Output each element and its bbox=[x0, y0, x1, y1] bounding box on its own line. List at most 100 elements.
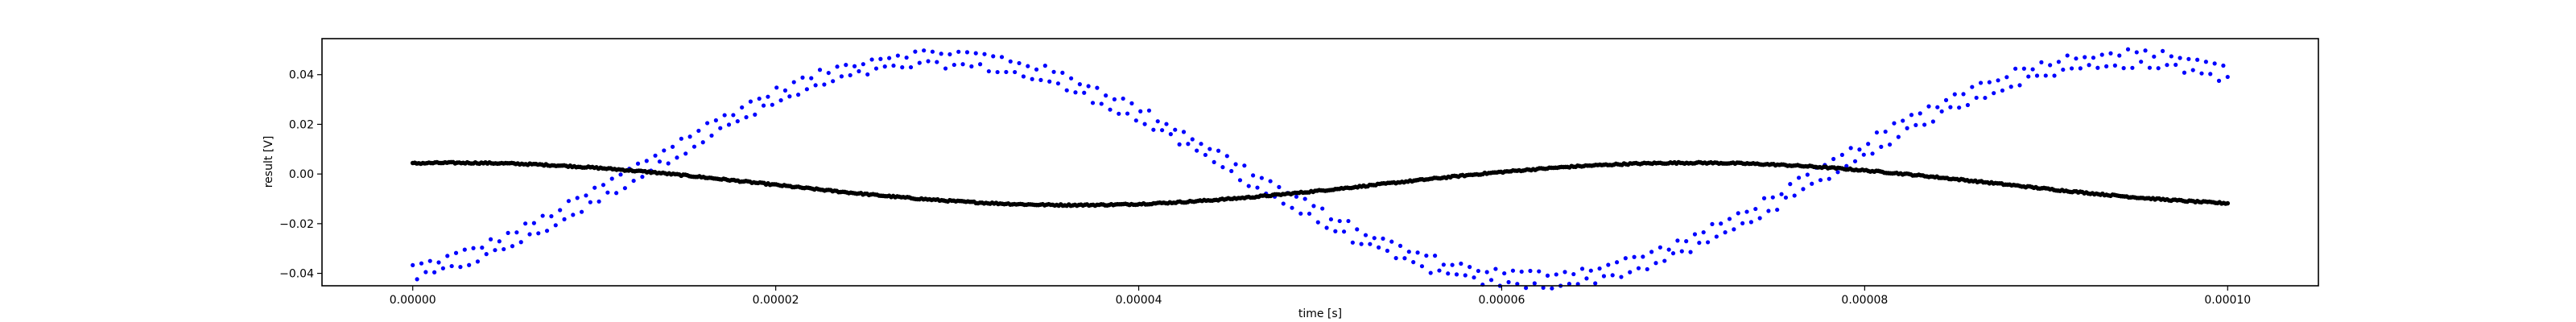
data-point bbox=[1766, 208, 1771, 213]
data-point bbox=[1666, 247, 1671, 252]
data-point bbox=[740, 105, 745, 110]
data-point bbox=[1242, 163, 1247, 168]
data-point bbox=[1740, 221, 1745, 225]
data-point bbox=[1441, 262, 1446, 267]
data-point bbox=[1701, 229, 1706, 235]
data-point bbox=[618, 172, 623, 177]
data-point bbox=[631, 178, 636, 184]
data-point bbox=[1839, 152, 1844, 157]
data-point bbox=[1017, 60, 1022, 66]
data-point bbox=[861, 62, 865, 67]
data-point bbox=[1827, 176, 1831, 181]
data-point bbox=[1129, 101, 1134, 105]
data-point bbox=[2017, 83, 2022, 88]
y-tick-label: 0.02 bbox=[289, 118, 314, 131]
data-point bbox=[2021, 66, 2026, 71]
data-point bbox=[622, 186, 627, 191]
data-point bbox=[2160, 48, 2165, 53]
data-point bbox=[835, 64, 840, 69]
data-point bbox=[575, 196, 580, 200]
data-point bbox=[1835, 170, 1840, 175]
y-axis: −0.04 −0.02 0.00 0.02 0.04 bbox=[279, 69, 322, 281]
data-point bbox=[865, 72, 870, 77]
data-point bbox=[2104, 64, 2109, 68]
data-point bbox=[514, 230, 519, 235]
data-point bbox=[908, 64, 914, 70]
data-point bbox=[1601, 274, 1607, 279]
data-point bbox=[1563, 270, 1567, 275]
data-point bbox=[1246, 184, 1251, 188]
data-point bbox=[848, 72, 852, 78]
data-point bbox=[2212, 61, 2217, 66]
data-point bbox=[609, 176, 614, 181]
data-point bbox=[1055, 81, 1061, 86]
data-point bbox=[895, 53, 900, 58]
data-point bbox=[670, 144, 675, 149]
data-point bbox=[1861, 152, 1866, 157]
data-point bbox=[943, 66, 948, 71]
data-point bbox=[722, 113, 727, 118]
data-point bbox=[1684, 239, 1689, 244]
data-point bbox=[2208, 72, 2213, 76]
data-point bbox=[1662, 258, 1667, 263]
data-point bbox=[2125, 47, 2131, 52]
data-point bbox=[1233, 162, 1238, 167]
data-point bbox=[644, 159, 649, 163]
data-point bbox=[952, 62, 956, 68]
data-point bbox=[1761, 196, 1767, 200]
data-point bbox=[540, 213, 545, 218]
data-point bbox=[1670, 251, 1676, 256]
data-point bbox=[1510, 268, 1516, 273]
data-point bbox=[1788, 182, 1793, 187]
data-point bbox=[1151, 127, 1156, 132]
data-point bbox=[497, 239, 502, 244]
data-point bbox=[778, 98, 783, 103]
data-point bbox=[488, 237, 493, 242]
data-point bbox=[1775, 207, 1780, 213]
data-point bbox=[1532, 281, 1537, 286]
data-point bbox=[1108, 107, 1113, 112]
x-tick-label: 0.00008 bbox=[1841, 294, 1888, 307]
data-point bbox=[964, 50, 970, 55]
data-point bbox=[1173, 127, 1178, 132]
data-point bbox=[1978, 80, 1984, 85]
data-point bbox=[1437, 268, 1442, 273]
data-point bbox=[713, 118, 718, 123]
data-point bbox=[787, 94, 792, 99]
data-point bbox=[1216, 148, 1221, 153]
data-point bbox=[1584, 276, 1589, 281]
data-point bbox=[1311, 204, 1316, 208]
data-point bbox=[666, 161, 671, 166]
data-point bbox=[1042, 64, 1047, 68]
data-point bbox=[2087, 63, 2091, 68]
data-point bbox=[1021, 74, 1026, 79]
data-point bbox=[857, 68, 861, 74]
data-point bbox=[2221, 63, 2226, 68]
data-point bbox=[1805, 172, 1810, 177]
data-point bbox=[1901, 118, 1905, 123]
data-point bbox=[770, 102, 774, 107]
data-point bbox=[1030, 76, 1034, 81]
series-0 bbox=[411, 47, 2230, 291]
data-point bbox=[1645, 266, 1649, 272]
data-point bbox=[510, 244, 515, 249]
data-point bbox=[2039, 60, 2044, 64]
data-point bbox=[1844, 163, 1849, 168]
data-point bbox=[1792, 193, 1797, 198]
data-point bbox=[1155, 119, 1160, 124]
data-point bbox=[1628, 270, 1633, 275]
data-point bbox=[1268, 179, 1273, 184]
data-point bbox=[462, 247, 467, 252]
x-axis-label: time [s] bbox=[1298, 308, 1342, 320]
data-point bbox=[1424, 253, 1429, 258]
data-point bbox=[467, 262, 472, 267]
data-point bbox=[1653, 261, 1658, 266]
data-point bbox=[1657, 245, 1662, 250]
data-point bbox=[2143, 48, 2148, 53]
data-point bbox=[1060, 70, 1065, 75]
data-point bbox=[1992, 91, 1996, 96]
data-point bbox=[1432, 254, 1438, 258]
data-point bbox=[1133, 118, 1138, 123]
data-point bbox=[1251, 173, 1256, 178]
data-point bbox=[1748, 220, 1753, 225]
